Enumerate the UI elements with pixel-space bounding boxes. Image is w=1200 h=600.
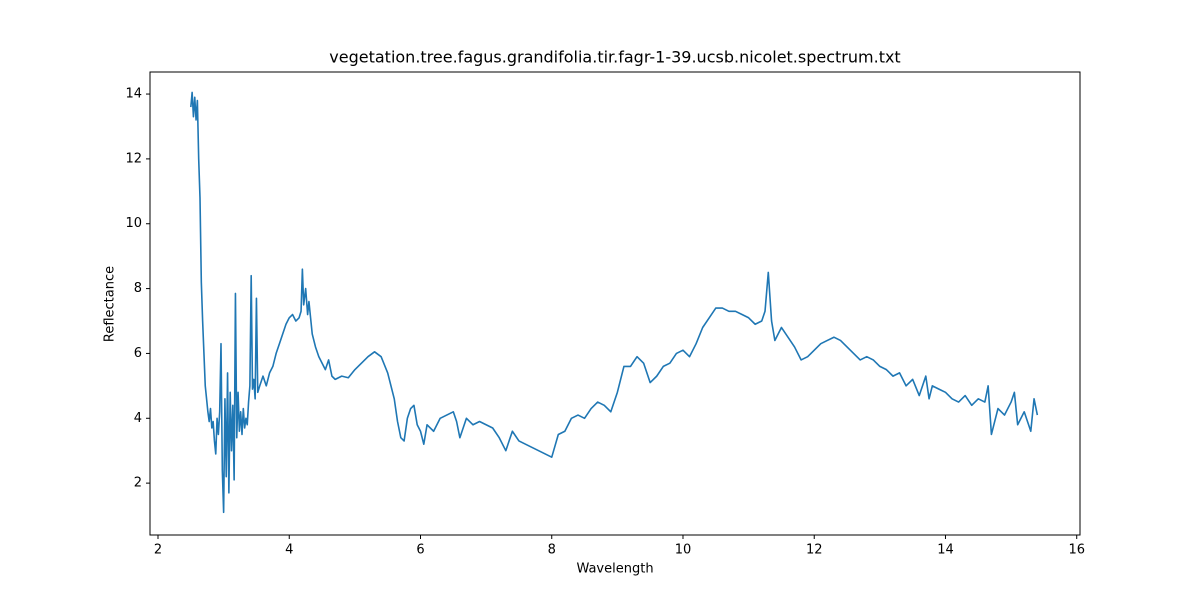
y-tick-label: 2 (134, 476, 142, 491)
data-line (190, 91, 1039, 514)
x-tick-label: 6 (416, 543, 424, 558)
y-tick-label: 4 (134, 411, 142, 426)
x-tick-label: 4 (285, 543, 293, 558)
x-tick-label: 8 (548, 543, 556, 558)
y-tick-label: 6 (134, 346, 142, 361)
x-tick-label: 12 (806, 543, 823, 558)
y-axis-label: Reflectance (103, 266, 118, 342)
y-tick-label: 8 (134, 281, 142, 296)
y-tick-label: 14 (125, 87, 142, 102)
x-tick-label: 2 (154, 543, 162, 558)
x-axis-label: Wavelength (576, 562, 653, 577)
y-tick-label: 12 (125, 151, 142, 166)
plot-frame (149, 71, 1081, 536)
chart-title: vegetation.tree.fagus.grandifolia.tir.fa… (329, 48, 900, 67)
x-tick-label: 14 (937, 543, 954, 558)
y-tick-label: 10 (125, 216, 142, 231)
x-tick-label: 16 (1068, 543, 1085, 558)
x-tick-label: 10 (675, 543, 692, 558)
